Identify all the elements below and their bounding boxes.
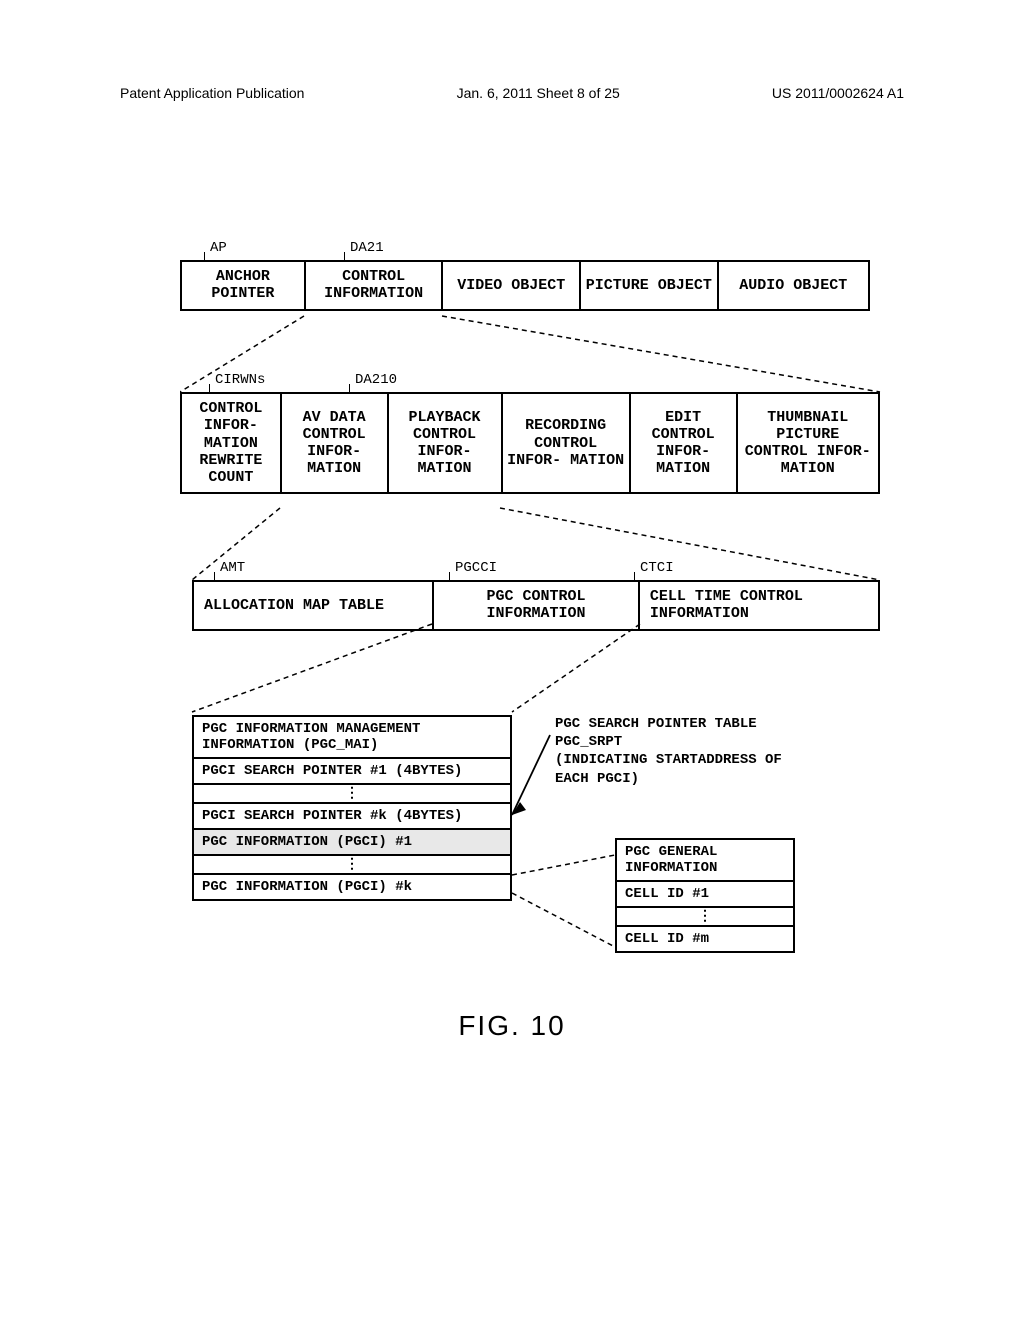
- row1-table: ANCHOR POINTER CONTROL INFORMATION VIDEO…: [180, 260, 870, 311]
- cell-id-table: PGC GENERAL INFORMATION CELL ID #1 ⋮ CEL…: [615, 838, 795, 953]
- label-ap: AP: [210, 240, 227, 256]
- row2-c5: EDIT CONTROL INFOR- MATION: [630, 393, 737, 493]
- pgc-dots1: ⋮: [193, 784, 511, 803]
- row3-table: ALLOCATION MAP TABLE PGC CONTROL INFORMA…: [192, 580, 880, 631]
- row1-c2: CONTROL INFORMATION: [305, 261, 443, 310]
- label-da21: DA21: [350, 240, 384, 256]
- header-center: Jan. 6, 2011 Sheet 8 of 25: [457, 85, 620, 101]
- row2-c4: RECORDING CONTROL INFOR- MATION: [502, 393, 630, 493]
- row2-c2: AV DATA CONTROL INFOR- MATION: [281, 393, 388, 493]
- row1-c4: PICTURE OBJECT: [580, 261, 718, 310]
- label-cirwns: CIRWNs: [215, 372, 265, 388]
- pgc-r2: PGCI SEARCH POINTER #1 (4BYTES): [193, 758, 511, 784]
- pgc-r3: PGCI SEARCH POINTER #k (4BYTES): [193, 803, 511, 829]
- row3-c3: CELL TIME CONTROL INFORMATION: [639, 581, 879, 630]
- side-note: PGC SEARCH POINTER TABLE PGC_SRPT (INDIC…: [555, 715, 782, 788]
- figure-caption: FIG. 10: [0, 1010, 1024, 1042]
- label-ctci: CTCI: [640, 560, 674, 576]
- row3-c1: ALLOCATION MAP TABLE: [193, 581, 433, 630]
- cellid-r1: PGC GENERAL INFORMATION: [616, 839, 794, 881]
- pgc-r1: PGC INFORMATION MANAGEMENT INFORMATION (…: [193, 716, 511, 758]
- pgc-r4: PGC INFORMATION (PGCI) #1: [193, 829, 511, 855]
- row2-c1: CONTROL INFOR- MATION REWRITE COUNT: [181, 393, 281, 493]
- row3-c2: PGC CONTROL INFORMATION: [433, 581, 639, 630]
- header-left: Patent Application Publication: [120, 85, 304, 101]
- side-note-l1: PGC SEARCH POINTER TABLE: [555, 715, 782, 733]
- page-header: Patent Application Publication Jan. 6, 2…: [0, 85, 1024, 101]
- row2-table: CONTROL INFOR- MATION REWRITE COUNT AV D…: [180, 392, 880, 494]
- row1-c5: AUDIO OBJECT: [718, 261, 869, 310]
- side-note-l2: PGC_SRPT: [555, 733, 782, 751]
- cellid-dots: ⋮: [616, 907, 794, 926]
- cellid-r3: CELL ID #m: [616, 926, 794, 952]
- row2-c3: PLAYBACK CONTROL INFOR- MATION: [388, 393, 502, 493]
- row1-c1: ANCHOR POINTER: [181, 261, 305, 310]
- side-note-l4: EACH PGCI): [555, 770, 782, 788]
- pgc-dots2: ⋮: [193, 855, 511, 874]
- pgc-table: PGC INFORMATION MANAGEMENT INFORMATION (…: [192, 715, 512, 901]
- pgc-r5: PGC INFORMATION (PGCI) #k: [193, 874, 511, 900]
- row1-c3: VIDEO OBJECT: [442, 261, 580, 310]
- label-pgcci: PGCCI: [455, 560, 497, 576]
- cellid-r2: CELL ID #1: [616, 881, 794, 907]
- side-note-l3: (INDICATING STARTADDRESS OF: [555, 751, 782, 769]
- label-amt: AMT: [220, 560, 245, 576]
- header-right: US 2011/0002624 A1: [772, 85, 904, 101]
- row2-c6: THUMBNAIL PICTURE CONTROL INFOR- MATION: [737, 393, 879, 493]
- label-da210: DA210: [355, 372, 397, 388]
